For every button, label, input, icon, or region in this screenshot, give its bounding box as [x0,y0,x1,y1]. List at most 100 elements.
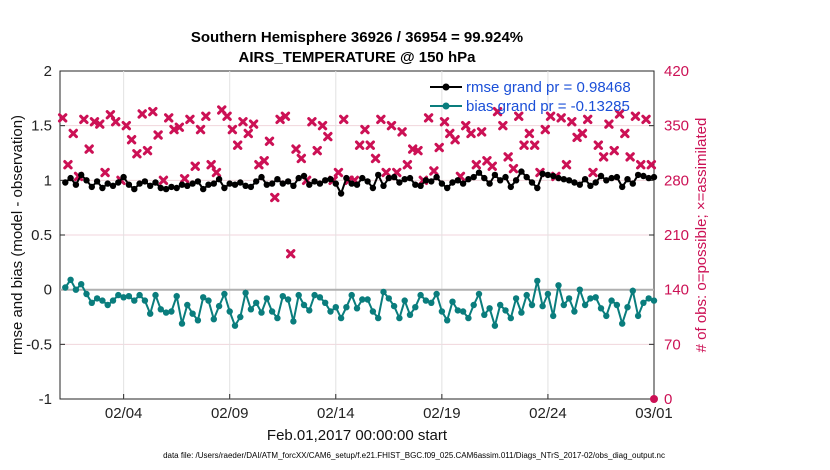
rmse-point [576,181,583,188]
bias-point [152,291,159,299]
obs-count-marker [179,174,190,184]
legend-bias-label: bias grand pr = -0.13285 [466,98,630,115]
rmse-point [390,173,398,181]
obs-count-marker [126,135,137,145]
legend-rmse-marker [442,83,450,91]
obs-count-marker [291,144,301,154]
obs-count-marker [524,128,535,139]
rmse-point [603,177,610,184]
rmse-point [544,171,552,179]
obs-count-marker [195,124,206,135]
bias-point [375,314,382,322]
obs-count-marker [604,119,614,129]
obs-count-marker [381,167,391,178]
bias-point [624,304,631,311]
bias-point [141,297,149,304]
bias-point [454,307,461,314]
obs-count-marker [625,152,635,162]
bias-point [337,314,345,322]
rmse-point [428,178,435,185]
y2-tick-label: 350 [664,118,689,135]
rmse-point [263,181,270,188]
legend-bias-marker [442,102,450,110]
rmse-point [168,183,175,191]
bias-point [279,293,286,300]
obs-count-marker [630,111,641,121]
obs-count-marker [201,111,211,121]
rmse-point [486,180,493,187]
obs-count-marker [529,140,540,150]
rmse-point [481,174,488,182]
rmse-point [353,181,361,188]
bias-point [162,309,170,316]
obs-count-marker [137,109,147,119]
rmse-point [226,180,233,187]
chart-subtitle: AIRS_TEMPERATURE @ 150 hPa [239,49,477,66]
bias-point [645,295,652,302]
rmse-point [274,176,281,183]
obs-count-marker [514,111,524,121]
rmse-point [565,177,573,184]
bias-point [343,304,350,311]
bias-point [147,310,154,317]
rmse-point [348,180,355,187]
bias-point [194,317,202,324]
obs-count-marker [333,167,344,178]
rmse-point [237,179,244,186]
rmse-point [284,178,292,185]
rmse-point [93,178,101,185]
rmse-point [131,185,138,193]
rmse-point [247,183,255,191]
rmse-point [417,182,424,189]
bias-point [650,297,658,304]
bias-point [544,290,552,298]
rmse-point [438,180,446,187]
rmse-point [88,183,96,191]
rmse-point [396,179,403,186]
rmse-point [332,180,339,187]
bias-point [131,297,138,304]
obs-count-marker [620,128,630,139]
rmse-point [364,178,371,185]
obs-count-marker [312,145,322,156]
bias-point [67,276,74,283]
y2-tick-label: 280 [664,172,689,189]
bias-point [253,299,260,306]
bias-point [406,311,414,318]
rmse-point [523,173,530,181]
rmse-point [512,177,520,184]
obs-count-marker [365,140,375,150]
rmse-point [385,174,392,182]
obs-zero-marker [650,395,658,403]
bias-point [428,299,435,306]
bias-point [438,308,446,315]
obs-count-marker [132,149,142,159]
rmse-point [650,173,658,181]
obs-count-marker [397,127,407,137]
rmse-point [518,168,525,175]
bias-point [205,297,212,304]
y2-tick-label: 140 [664,282,689,299]
obs-count-marker [248,119,259,129]
bias-point [178,320,186,327]
y-tick-label: -0.5 [26,336,52,353]
bias-point [449,298,456,305]
rmse-point [62,179,69,186]
rmse-series [62,168,658,197]
obs-count-marker [79,114,89,125]
rmse-point [640,172,647,180]
rmse-point [459,180,467,187]
rmse-point [449,179,456,186]
bias-point [555,282,562,289]
obs-count-marker [386,120,397,131]
obs-count-marker [439,117,450,127]
bias-point [613,301,621,309]
bias-point [380,288,387,296]
bias-point [263,295,270,302]
rmse-point [125,181,133,188]
bias-point [518,309,525,316]
bias-point [168,308,175,315]
bias-point [284,296,292,303]
bias-point [157,306,164,313]
bias-point [565,295,573,302]
